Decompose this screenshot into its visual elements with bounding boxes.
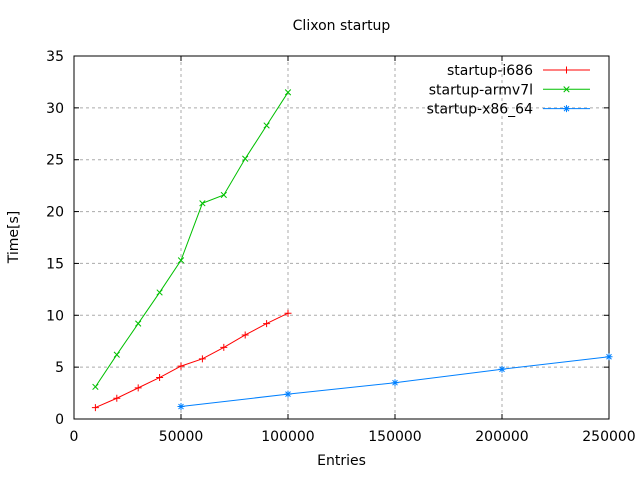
data-point-marker <box>263 122 270 129</box>
data-point-marker <box>284 89 292 96</box>
data-point-marker <box>199 200 206 207</box>
data-point-marker <box>391 379 399 387</box>
data-point-marker <box>135 320 142 327</box>
data-point-marker <box>156 374 164 382</box>
axes-border <box>73 55 610 420</box>
data-point-marker <box>113 394 121 402</box>
series-startup-i686 <box>91 309 292 412</box>
legend: startup-i686 startup-armv7l startup-x86_64 <box>427 63 590 118</box>
y-tick-label: 15 <box>46 256 64 272</box>
data-point-marker <box>177 257 185 264</box>
legend-label: startup-i686 <box>447 63 533 79</box>
series-startup-x86_64 <box>177 353 613 411</box>
data-point-marker <box>156 289 163 296</box>
y-tick-label: 30 <box>46 101 64 117</box>
y-tick-label: 35 <box>46 49 64 65</box>
data-point-marker <box>242 155 249 162</box>
series-line <box>95 312 289 409</box>
series-startup-armv7l <box>92 89 292 391</box>
series-line <box>94 92 289 388</box>
data-point-marker <box>284 309 292 317</box>
legend-label: startup-armv7l <box>429 82 533 98</box>
x-tick-label: 200000 <box>475 429 528 445</box>
x-tick-labels: 0 50000 100000 150000 200000 250000 <box>70 429 636 445</box>
data-point-marker <box>177 403 185 411</box>
data-point-marker <box>284 390 292 398</box>
data-point-marker <box>198 355 206 363</box>
data-point-marker <box>91 404 99 412</box>
data-point-marker <box>220 343 228 351</box>
x-tick-label: 100000 <box>261 429 314 445</box>
legend-marker-sample <box>563 66 570 74</box>
data-point-marker <box>134 384 142 392</box>
legend-marker-sample <box>563 105 570 113</box>
data-point-marker <box>241 331 249 339</box>
legend-marker-sample <box>563 86 570 93</box>
data-point-marker <box>605 353 613 361</box>
x-tick-label: 150000 <box>368 429 421 445</box>
data-point-marker <box>263 320 271 328</box>
y-tick-label: 20 <box>46 205 64 221</box>
data-point-marker <box>498 365 506 373</box>
x-tick-label: 0 <box>70 429 79 445</box>
chart-title: Clixon startup <box>292 18 391 34</box>
x-tick-label: 250000 <box>582 429 635 445</box>
x-axis-label: Entries <box>317 453 366 469</box>
data-point-marker <box>92 383 99 391</box>
y-tick-label: 10 <box>46 308 64 324</box>
legend-label: startup-x86_64 <box>427 102 533 118</box>
data-point-marker <box>113 351 120 358</box>
y-tick-label: 0 <box>55 412 64 428</box>
data-point-marker <box>177 362 185 370</box>
y-tick-labels: 0 5 10 15 20 25 30 35 <box>46 49 64 428</box>
x-tick-label: 50000 <box>159 429 204 445</box>
y-tick-label: 5 <box>55 360 64 376</box>
data-point-marker <box>220 191 227 199</box>
y-tick-label: 25 <box>46 153 64 169</box>
